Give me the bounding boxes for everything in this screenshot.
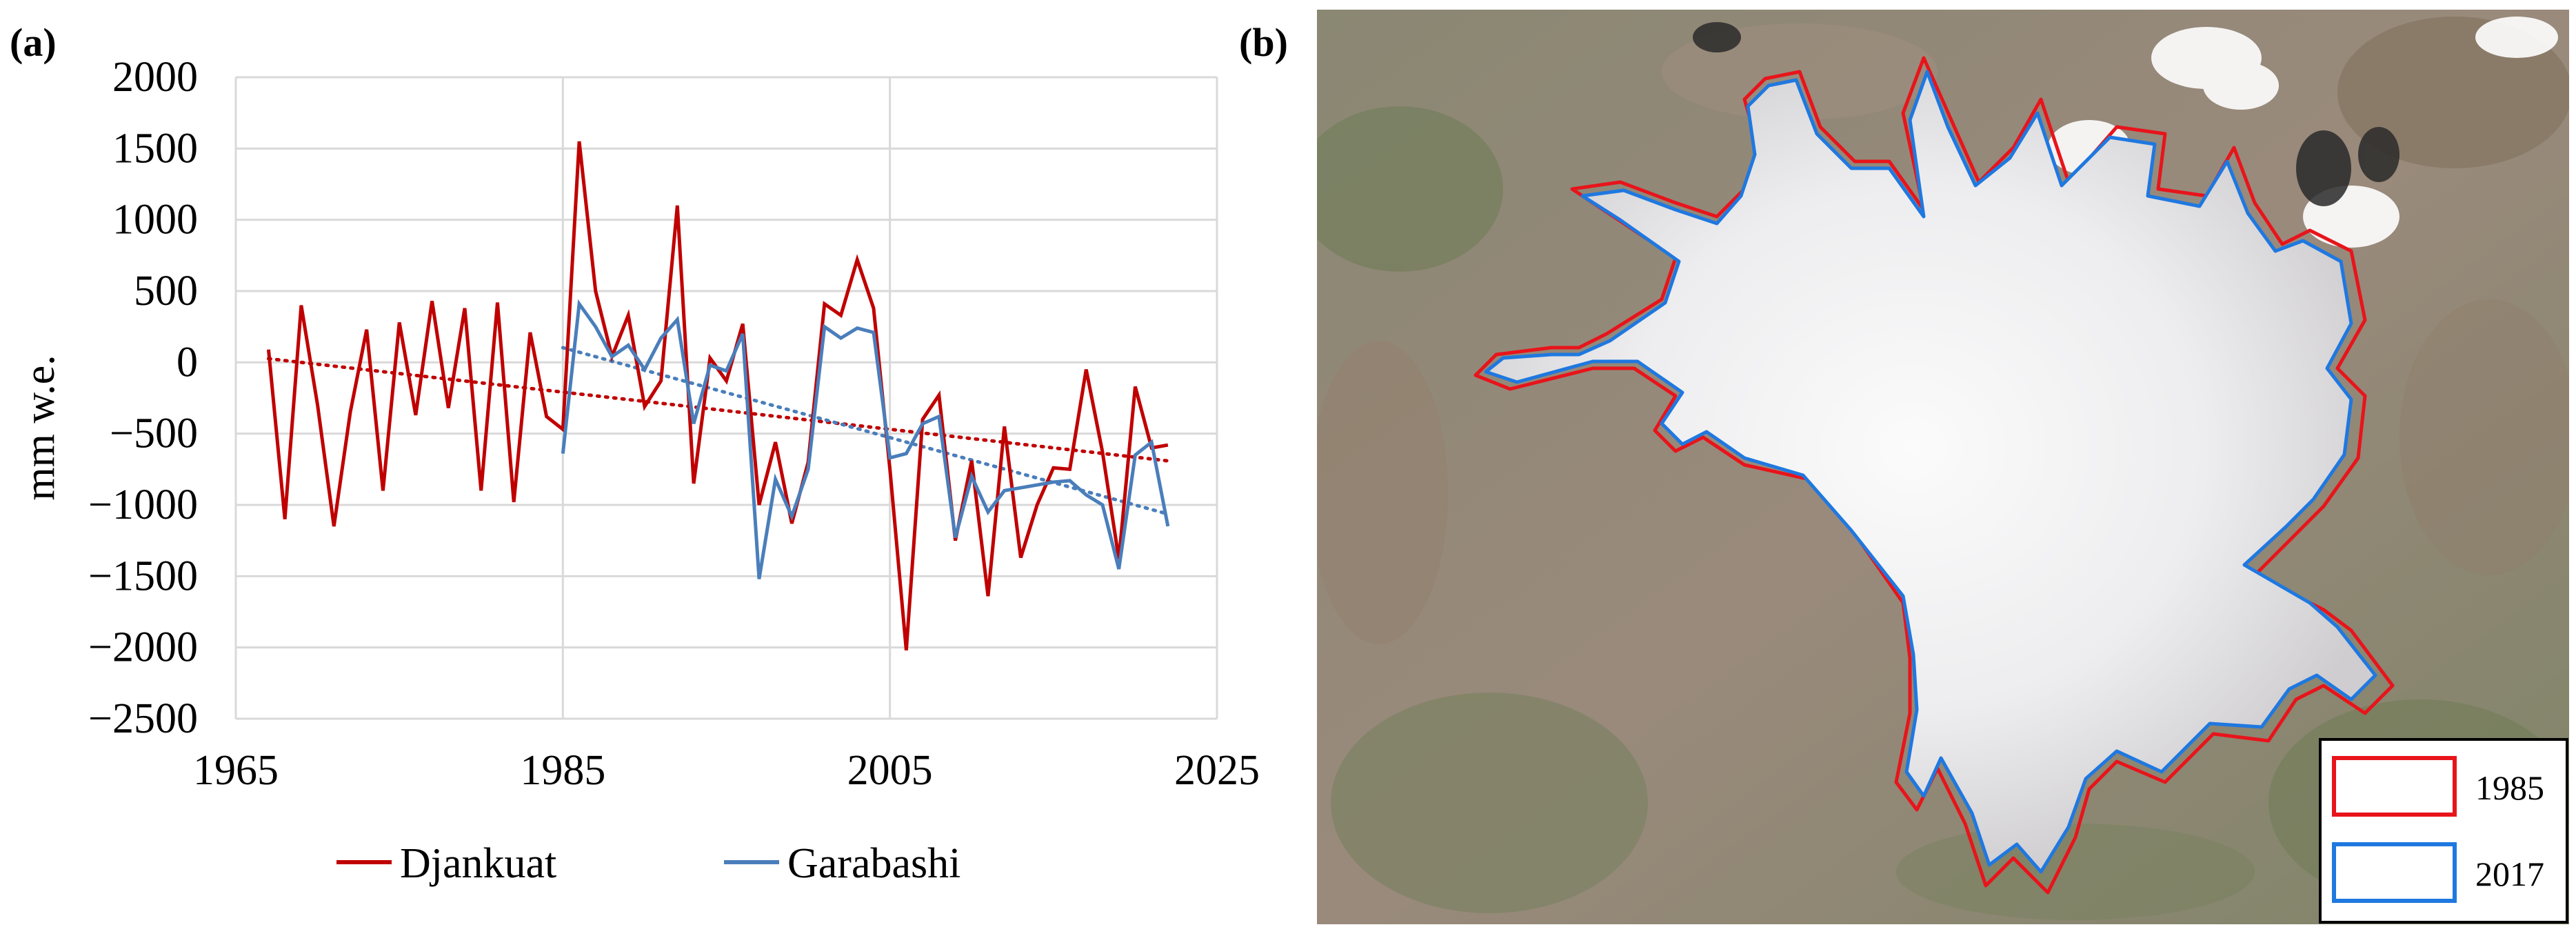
x-tick-labels: 1965 1985 2005 2025 — [193, 747, 1260, 794]
series-line-djankuat — [266, 141, 1169, 651]
glacier-outline-2017 — [1484, 70, 2377, 874]
dark-shadows — [1693, 22, 2399, 206]
x-tick-label: 2025 — [1174, 747, 1260, 794]
panel-b-label: (b) — [1239, 20, 1288, 65]
legend-swatch-1985 — [2332, 756, 2457, 817]
map-legend: 1985 2017 — [2319, 738, 2568, 924]
mass-balance-chart: 2000 1500 1000 500 0 −500 −1000 −1500 −2000 −2500… — [17, 54, 1260, 887]
legend-swatch-2017 — [2332, 842, 2457, 903]
chart-grid — [234, 76, 1218, 720]
y-axis-label: mm w.e. — [17, 355, 63, 500]
y-tick-label: −2500 — [88, 695, 198, 742]
chart-legend: Djankuat Garabashi — [336, 840, 960, 887]
legend-label-djankuat: Djankuat — [400, 840, 556, 887]
series-lines — [266, 141, 1170, 651]
y-tick-label: 2000 — [112, 54, 198, 101]
trendlines — [266, 346, 1170, 516]
y-tick-label: 1000 — [112, 197, 198, 243]
y-tick-label: 0 — [177, 339, 198, 386]
y-tick-label: −2000 — [88, 624, 198, 671]
trendline-garabashi — [561, 346, 1170, 516]
panel-a-label: (a) — [10, 20, 57, 65]
legend-label-garabashi: Garabashi — [787, 840, 960, 887]
satellite-map-elbrus: 1985 2017 — [1317, 10, 2569, 924]
y-tick-label: −500 — [110, 410, 198, 457]
x-tick-label: 1985 — [520, 747, 605, 794]
x-tick-label: 1965 — [193, 747, 279, 794]
map-legend-box — [2319, 738, 2568, 924]
trendline-djankuat — [266, 357, 1170, 463]
series-line-garabashi — [561, 299, 1170, 579]
y-tick-label: −1000 — [88, 481, 198, 528]
y-tick-label: 500 — [134, 268, 198, 315]
x-tick-label: 2005 — [847, 747, 933, 794]
legend-label-1985: 1985 — [2475, 768, 2544, 807]
y-tick-label: 1500 — [112, 125, 198, 172]
legend-label-2017: 2017 — [2475, 855, 2544, 893]
y-tick-label: −1500 — [88, 552, 198, 599]
y-tick-labels: 2000 1500 1000 500 0 −500 −1000 −1500 −2000 −2500 — [88, 54, 198, 742]
